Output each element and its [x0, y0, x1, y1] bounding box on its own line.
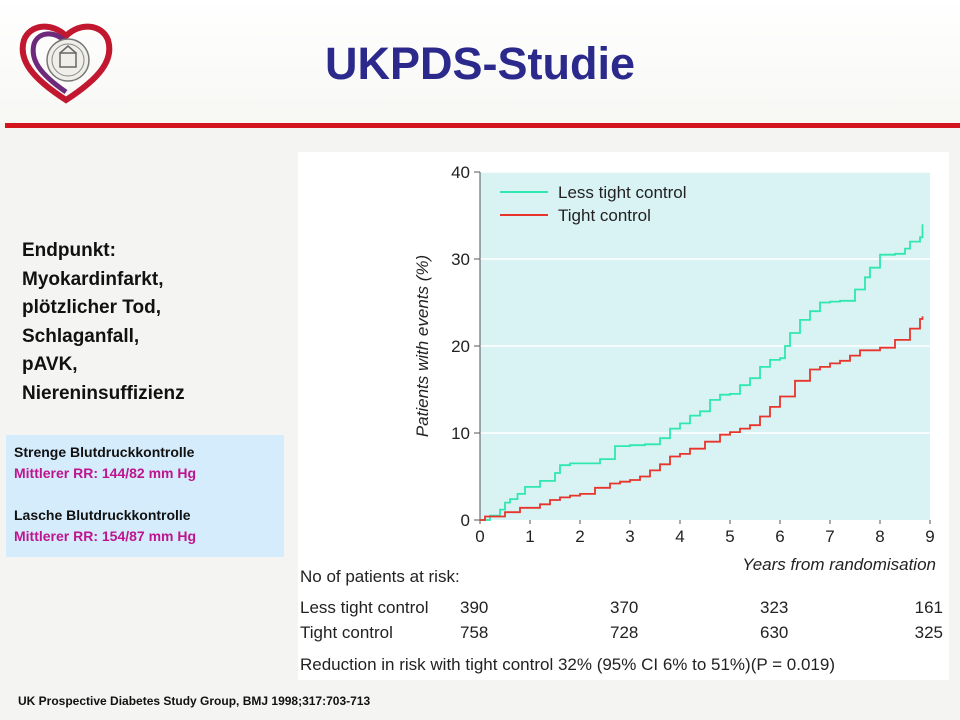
risk-row-label: Less tight control [300, 598, 429, 617]
slide-header: UKPDS-Studie [0, 0, 960, 124]
legend: Less tight control Tight control [500, 183, 687, 225]
loose-control-label: Lasche Blutdruckkontrolle [14, 507, 191, 523]
university-seal-logo [19, 23, 113, 104]
risk-value: 161 [915, 598, 943, 617]
x-tick-label: 8 [875, 527, 884, 546]
risk-reduction-note: Reduction in risk with tight control 32%… [300, 655, 835, 674]
legend-label-tight: Tight control [558, 206, 651, 225]
risk-value: 758 [460, 623, 488, 642]
y-tick-label: 40 [451, 163, 470, 182]
risk-value: 323 [760, 598, 788, 617]
endpoint-list: Endpunkt: Myokardinfarkt, plötzlicher To… [22, 237, 185, 408]
title-divider [5, 123, 960, 128]
y-axis-label: Patients with events (%) [413, 255, 432, 437]
y-tick-label: 30 [451, 250, 470, 269]
x-tick-label: 5 [725, 527, 734, 546]
series-line-less-tight [480, 224, 924, 521]
x-tick-label: 2 [575, 527, 584, 546]
slide-title: UKPDS-Studie [324, 38, 635, 89]
risk-value: 728 [610, 623, 638, 642]
chart-figure: 0 10 20 30 40 0 1 2 3 4 5 6 7 8 9 Patients with event… [298, 152, 949, 680]
y-tick-label: 10 [451, 424, 470, 443]
endpoint-item: Niereninsuffizienz [22, 382, 185, 404]
endpoint-item: pAVK, [22, 354, 78, 375]
risk-table-heading: No of patients at risk: [300, 567, 460, 586]
endpoint-heading: Endpunkt: [22, 240, 116, 261]
loose-control-rr: Mittlerer RR: 154/87 mm Hg [14, 528, 197, 544]
risk-value: 325 [915, 623, 943, 642]
x-tick-label: 4 [675, 527, 684, 546]
y-tick-label: 20 [451, 337, 470, 356]
bp-info-box: Strenge Blutdruckkontrolle Mittlerer RR:… [6, 435, 284, 557]
endpoint-item: Schlaganfall, [22, 325, 140, 347]
x-tick-label: 7 [825, 527, 834, 546]
endpoint-item: plötzlicher Tod, [22, 297, 161, 318]
x-tick-label: 9 [925, 527, 934, 546]
risk-row-label: Tight control [300, 623, 393, 642]
x-tick-label: 6 [775, 527, 784, 546]
legend-label-less-tight: Less tight control [558, 183, 687, 202]
event-rate-chart: 0 10 20 30 40 0 1 2 3 4 5 6 7 8 9 Patients with event… [300, 163, 943, 674]
risk-value: 390 [460, 598, 488, 617]
y-tick-label: 0 [461, 511, 470, 530]
strict-control-rr: Mittlerer RR: 144/82 mm Hg [14, 465, 197, 481]
x-tick-label: 0 [475, 527, 484, 546]
endpoint-item: Myokardinfarkt, [22, 268, 164, 290]
x-tick-label: 1 [525, 527, 534, 546]
risk-value: 370 [610, 598, 638, 617]
strict-control-label: Strenge Blutdruckkontrolle [14, 444, 195, 460]
x-tick-label: 3 [625, 527, 634, 546]
citation-footer: UK Prospective Diabetes Study Group, BMJ… [18, 694, 371, 708]
series-line-tight [480, 316, 924, 521]
x-axis-label: Years from randomisation [742, 555, 936, 574]
risk-value: 630 [760, 623, 788, 642]
